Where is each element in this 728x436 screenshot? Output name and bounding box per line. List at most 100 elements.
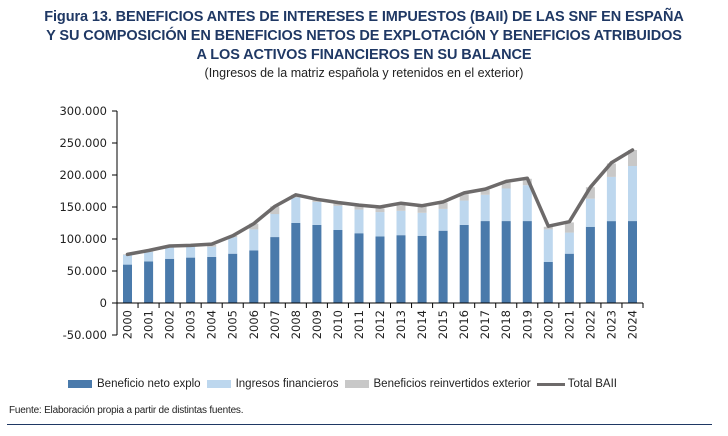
bar-reinvertidos-2020 xyxy=(543,226,553,230)
bar-ingresos-financieros-2024 xyxy=(628,166,637,221)
y-tick-label: 150.000 xyxy=(59,200,107,214)
bar-beneficio-neto-2004 xyxy=(207,256,217,303)
bar-reinvertidos-2006 xyxy=(249,223,259,230)
source-note: Fuente: Elaboración propia a partir de d… xyxy=(9,405,244,416)
legend-item-reinvertidos: Beneficios reinvertidos exterior xyxy=(344,378,531,390)
bar-ingresos-financieros-2010 xyxy=(333,205,343,230)
y-tick-label: 50.000 xyxy=(67,264,107,278)
bar-ingresos-financieros-2019 xyxy=(522,185,532,221)
x-tick-label: 2014 xyxy=(415,310,429,339)
bar-beneficio-neto-2012 xyxy=(375,236,385,303)
x-tick-label: 2022 xyxy=(583,310,597,339)
bar-beneficio-neto-2000 xyxy=(123,264,132,303)
axes-group: -50.000 0 50.000 100.000 150.000 200.000 250.0… xyxy=(59,104,644,342)
bar-beneficio-neto-2002 xyxy=(165,258,175,303)
bar-beneficio-neto-2016 xyxy=(459,224,469,303)
bar-reinvertidos-2013 xyxy=(396,204,406,211)
bar-reinvertidos-2016 xyxy=(459,194,469,201)
bar-ingresos-financieros-2016 xyxy=(459,200,469,225)
bar-ingresos-financieros-2001 xyxy=(144,251,154,262)
bar-ingresos-financieros-2006 xyxy=(249,229,259,251)
x-tick-label: 2012 xyxy=(373,310,387,339)
total-baii-line xyxy=(125,148,635,257)
bar-reinvertidos-2010 xyxy=(333,203,343,206)
bar-ingresos-financieros-2012 xyxy=(375,212,385,237)
x-tick-label: 2016 xyxy=(457,310,471,339)
bar-beneficio-neto-2010 xyxy=(333,230,343,303)
bar-reinvertidos-2018 xyxy=(501,182,511,189)
bar-ingresos-financieros-2023 xyxy=(606,176,616,222)
bar-ingresos-financieros-2022 xyxy=(585,198,595,227)
x-tick-label: 2011 xyxy=(352,310,366,339)
bar-ingresos-financieros-2008 xyxy=(291,197,301,223)
bar-ingresos-financieros-2021 xyxy=(564,232,574,254)
bar-beneficio-neto-2001 xyxy=(144,261,154,303)
total-line-group xyxy=(125,148,635,257)
bar-ingresos-financieros-2002 xyxy=(165,247,175,259)
bar-ingresos-financieros-2003 xyxy=(186,246,196,258)
y-tick-label: -50.000 xyxy=(63,328,107,342)
legend-swatch-beneficio-neto xyxy=(68,380,92,388)
bar-ingresos-financieros-2011 xyxy=(354,209,364,234)
bar-beneficio-neto-2008 xyxy=(291,223,301,303)
legend-swatch-total-baii xyxy=(536,382,565,386)
bar-reinvertidos-2011 xyxy=(354,206,364,210)
bar-beneficio-neto-2018 xyxy=(501,221,511,303)
figure-header: Figura 13. BENEFICIOS ANTES DE INTERESES… xyxy=(0,8,728,81)
x-tick-label: 2001 xyxy=(142,310,156,339)
bar-beneficio-neto-2015 xyxy=(438,230,448,303)
bar-beneficio-neto-2020 xyxy=(543,262,553,303)
bars-group xyxy=(123,150,637,303)
bar-reinvertidos-2015 xyxy=(438,202,448,209)
bar-reinvertidos-2023 xyxy=(606,163,616,177)
bar-ingresos-financieros-2017 xyxy=(480,194,490,221)
x-tick-label: 2017 xyxy=(478,310,492,339)
bar-reinvertidos-2012 xyxy=(375,208,385,213)
bar-reinvertidos-2024 xyxy=(628,150,637,166)
bar-beneficio-neto-2007 xyxy=(270,237,280,303)
legend: Beneficio neto explo Ingresos financiero… xyxy=(68,378,623,390)
legend-item-ingresos-financieros: Ingresos financieros xyxy=(206,378,339,390)
bar-beneficio-neto-2022 xyxy=(585,226,595,303)
x-tick-label: 2020 xyxy=(541,310,555,339)
chart-title-line-2: Y SU COMPOSICIÓN EN BENEFICIOS NETOS DE … xyxy=(46,28,682,44)
x-tick-label: 2000 xyxy=(121,310,135,339)
bar-reinvertidos-2017 xyxy=(480,189,490,195)
legend-swatch-ingresos-financieros xyxy=(206,380,231,388)
bar-beneficio-neto-2017 xyxy=(480,221,490,303)
bar-beneficio-neto-2011 xyxy=(354,233,364,303)
legend-label-beneficio-neto: Beneficio neto explo xyxy=(97,378,201,390)
bar-ingresos-financieros-2000 xyxy=(123,255,132,265)
x-tick-label: 2023 xyxy=(604,310,618,339)
x-tick-label: 2002 xyxy=(163,310,177,339)
bar-ingresos-financieros-2004 xyxy=(207,246,217,257)
legend-label-ingresos-financieros: Ingresos financieros xyxy=(235,378,339,390)
x-tick-label: 2019 xyxy=(520,310,534,339)
chart-subtitle: (Ingresos de la matriz española y reteni… xyxy=(204,66,524,80)
y-tick-label: 0 xyxy=(100,296,107,310)
bar-beneficio-neto-2024 xyxy=(628,221,637,303)
bar-ingresos-financieros-2007 xyxy=(270,214,280,237)
y-tick-label: 200.000 xyxy=(59,168,107,182)
x-tick-label: 2024 xyxy=(625,310,639,339)
y-tick-label: 100.000 xyxy=(59,232,107,246)
bar-beneficio-neto-2014 xyxy=(417,235,427,303)
bar-beneficio-neto-2006 xyxy=(249,250,259,303)
bar-ingresos-financieros-2013 xyxy=(396,210,406,236)
bar-reinvertidos-2007 xyxy=(270,206,280,215)
x-tick-label: 2021 xyxy=(562,310,576,339)
bar-beneficio-neto-2003 xyxy=(186,257,196,303)
x-tick-label: 2013 xyxy=(394,310,408,339)
x-tick-label: 2018 xyxy=(499,310,513,339)
legend-label-total-baii: Total BAII xyxy=(567,378,617,390)
bar-ingresos-financieros-2020 xyxy=(543,229,553,262)
bar-ingresos-financieros-2015 xyxy=(438,208,448,231)
x-tick-label: 2009 xyxy=(310,310,324,339)
legend-swatch-reinvertidos xyxy=(344,380,369,388)
footer-divider xyxy=(7,424,712,425)
x-tick-label: 2008 xyxy=(289,310,303,339)
chart-title-line-3: A LOS ACTIVOS FINANCIEROS EN SU BALANCE xyxy=(196,47,532,63)
x-tick-label: 2004 xyxy=(205,310,219,339)
bar-ingresos-financieros-2005 xyxy=(228,237,238,254)
